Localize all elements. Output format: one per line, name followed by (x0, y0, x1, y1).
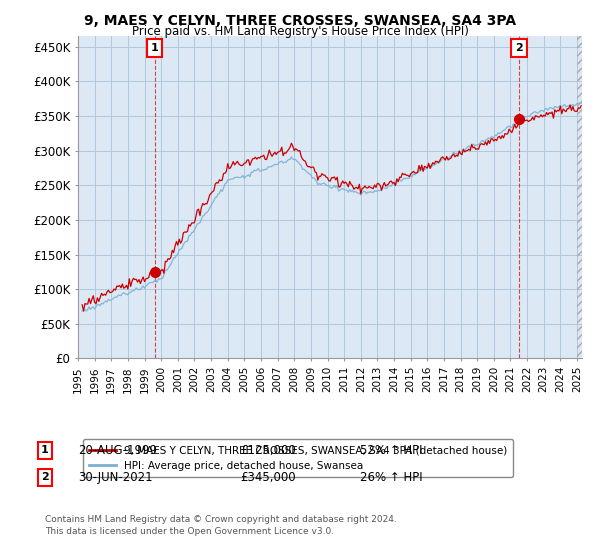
Text: 2: 2 (515, 43, 523, 53)
Text: 1: 1 (41, 445, 49, 455)
Text: Price paid vs. HM Land Registry's House Price Index (HPI): Price paid vs. HM Land Registry's House … (131, 25, 469, 38)
Text: 9, MAES Y CELYN, THREE CROSSES, SWANSEA, SA4 3PA: 9, MAES Y CELYN, THREE CROSSES, SWANSEA,… (84, 14, 516, 28)
Legend: 9, MAES Y CELYN, THREE CROSSES, SWANSEA, SA4 3PA (detached house), HPI: Average : 9, MAES Y CELYN, THREE CROSSES, SWANSEA,… (83, 439, 514, 477)
Text: Contains HM Land Registry data © Crown copyright and database right 2024.: Contains HM Land Registry data © Crown c… (45, 515, 397, 524)
Text: £345,000: £345,000 (240, 470, 296, 484)
Text: 20-AUG-1999: 20-AUG-1999 (78, 444, 157, 457)
Text: 1: 1 (151, 43, 158, 53)
Text: This data is licensed under the Open Government Licence v3.0.: This data is licensed under the Open Gov… (45, 528, 334, 536)
Text: 30-JUN-2021: 30-JUN-2021 (78, 470, 152, 484)
Text: 2: 2 (41, 472, 49, 482)
Text: £125,000: £125,000 (240, 444, 296, 457)
Text: 26% ↑ HPI: 26% ↑ HPI (360, 470, 422, 484)
Text: 52% ↑ HPI: 52% ↑ HPI (360, 444, 422, 457)
